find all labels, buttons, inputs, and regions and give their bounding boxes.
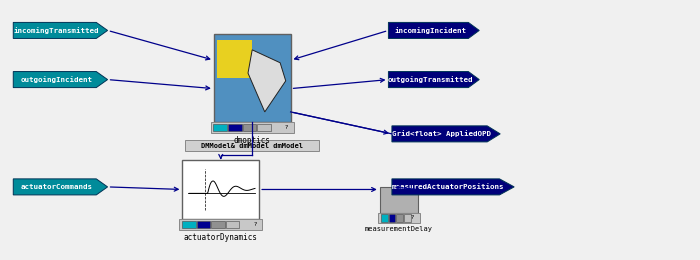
FancyBboxPatch shape (197, 221, 211, 228)
FancyBboxPatch shape (404, 214, 411, 222)
Text: DMModel& dmModel dmModel: DMModel& dmModel dmModel (201, 143, 303, 149)
FancyBboxPatch shape (216, 40, 252, 78)
FancyBboxPatch shape (182, 221, 196, 228)
FancyBboxPatch shape (225, 221, 239, 228)
FancyBboxPatch shape (179, 219, 262, 230)
FancyBboxPatch shape (214, 34, 290, 122)
FancyBboxPatch shape (243, 124, 256, 131)
Polygon shape (392, 126, 500, 142)
FancyBboxPatch shape (214, 124, 228, 131)
FancyBboxPatch shape (378, 213, 420, 223)
FancyBboxPatch shape (389, 214, 396, 222)
Text: outgoingTransmitted: outgoingTransmitted (388, 76, 473, 83)
FancyBboxPatch shape (185, 140, 319, 151)
Text: actuatorCommands: actuatorCommands (21, 184, 92, 190)
FancyBboxPatch shape (257, 124, 271, 131)
FancyBboxPatch shape (228, 124, 242, 131)
Text: actuatorDynamics: actuatorDynamics (184, 233, 258, 242)
Text: Grid<float> AppliedOPD: Grid<float> AppliedOPD (392, 131, 491, 137)
Polygon shape (392, 179, 514, 195)
Text: incomingTransmitted: incomingTransmitted (14, 27, 99, 34)
Text: dmoptics: dmoptics (234, 136, 271, 145)
Text: measuredActuatorPositions: measuredActuatorPositions (392, 184, 505, 190)
FancyBboxPatch shape (381, 214, 388, 222)
Text: ?: ? (411, 216, 414, 220)
FancyBboxPatch shape (211, 221, 225, 228)
Text: measurementDelay: measurementDelay (365, 226, 433, 232)
Polygon shape (13, 179, 108, 195)
Polygon shape (389, 72, 480, 88)
FancyBboxPatch shape (182, 160, 259, 219)
Text: incomingIncident: incomingIncident (394, 27, 466, 34)
FancyBboxPatch shape (379, 187, 418, 213)
Text: ?: ? (253, 222, 257, 227)
Text: outgoingIncident: outgoingIncident (21, 76, 92, 83)
Polygon shape (13, 22, 108, 38)
Polygon shape (13, 72, 108, 88)
FancyBboxPatch shape (396, 214, 403, 222)
FancyBboxPatch shape (211, 122, 294, 133)
Text: ?: ? (285, 125, 288, 130)
Polygon shape (248, 50, 286, 112)
Polygon shape (389, 22, 480, 38)
